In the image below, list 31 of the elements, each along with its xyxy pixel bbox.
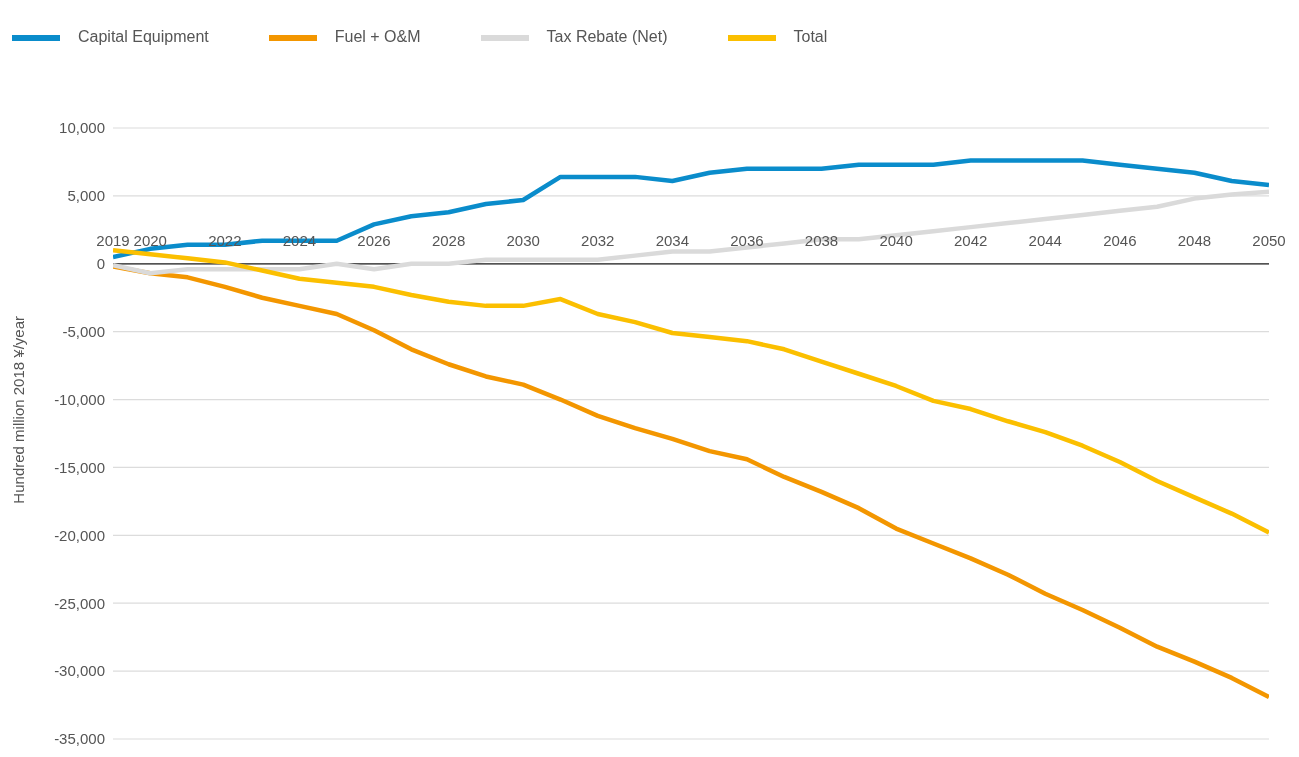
x-tick-label: 2034 bbox=[655, 232, 690, 250]
line-series bbox=[113, 247, 1269, 535]
x-tick-label: 2026 bbox=[357, 232, 391, 250]
x-tick-label: 2038 bbox=[804, 232, 839, 250]
x-tick-label: 2050 bbox=[1252, 232, 1286, 250]
y-tick-label: -5,000 bbox=[62, 322, 105, 340]
y-tick-label: -30,000 bbox=[54, 662, 105, 680]
y-tick-label: 10,000 bbox=[59, 119, 105, 137]
legend-label: Total bbox=[793, 28, 828, 46]
x-tick-label: 2044 bbox=[1028, 232, 1062, 250]
x-tick-label: 2040 bbox=[879, 232, 913, 250]
y-tick-label: -25,000 bbox=[54, 594, 105, 612]
legend-label: Capital Equipment bbox=[78, 28, 209, 46]
x-tick-label: 2042 bbox=[953, 232, 988, 250]
x-tick-label: 2036 bbox=[730, 232, 764, 250]
y-tick-label: 5,000 bbox=[67, 187, 105, 205]
legend-label: Tax Rebate (Net) bbox=[546, 28, 668, 46]
x-tick-label: 2032 bbox=[581, 232, 615, 250]
y-axis-title: Hundred million 2018 ¥/year bbox=[10, 315, 27, 504]
y-tick-label: -20,000 bbox=[54, 526, 105, 544]
y-tick-label: -35,000 bbox=[54, 730, 105, 748]
x-tick-label: 2030 bbox=[506, 232, 540, 250]
y-tick-label: 0 bbox=[96, 255, 105, 273]
x-tick-label: 2046 bbox=[1103, 232, 1137, 250]
x-tick-label: 2019 bbox=[96, 232, 130, 250]
x-tick-label: 2028 bbox=[431, 232, 466, 250]
legend-label: Fuel + O&M bbox=[334, 28, 421, 46]
x-tick-label: 2020 bbox=[133, 232, 167, 250]
y-tick-label: -15,000 bbox=[54, 458, 105, 476]
x-tick-label: 2048 bbox=[1177, 232, 1212, 250]
y-tick-label: -10,000 bbox=[54, 390, 105, 408]
